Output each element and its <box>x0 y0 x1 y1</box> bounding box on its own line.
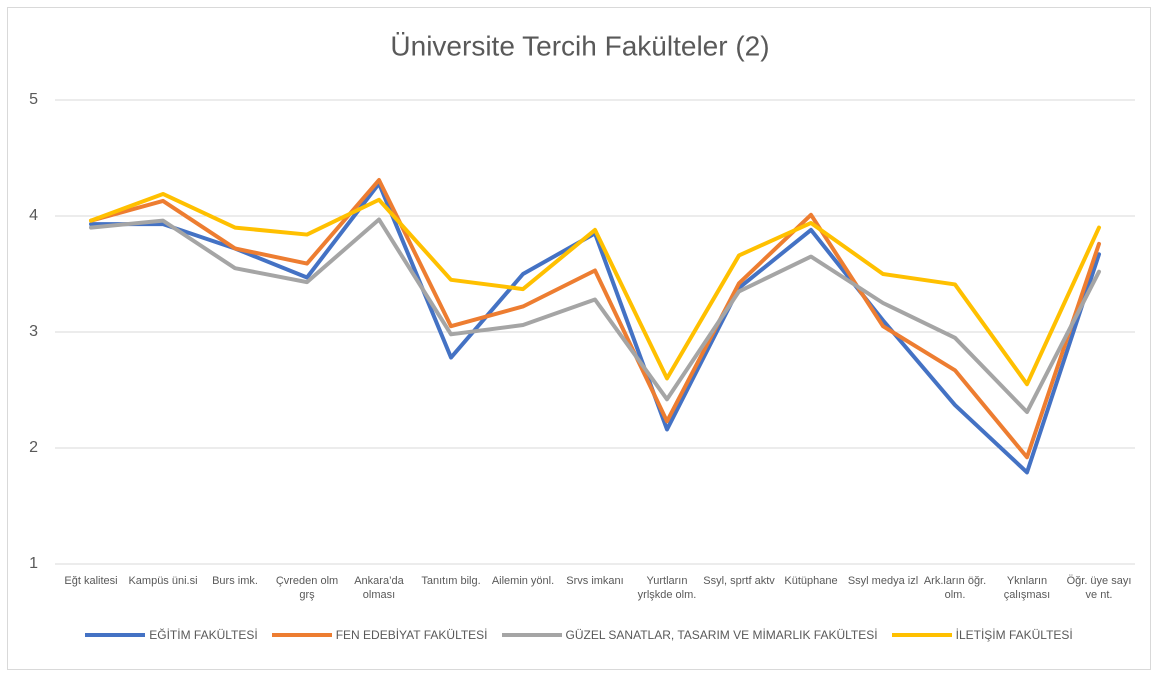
legend-item: İLETİŞİM FAKÜLTESİ <box>891 628 1073 642</box>
legend-swatch <box>85 633 146 637</box>
legend-swatch <box>271 633 332 637</box>
x-tick-label: Çvreden olm grş <box>275 575 339 601</box>
x-tick-label: Kütüphane <box>784 575 838 587</box>
x-tick-label: Ailemin yönl. <box>491 575 555 587</box>
y-tick-label: 3 <box>29 323 38 340</box>
legend-label: GÜZEL SANATLAR, TASARIM VE MİMARLIK FAKÜ… <box>565 628 878 642</box>
legend-swatch <box>891 633 952 637</box>
series-line <box>89 191 1101 387</box>
legend-item: GÜZEL SANATLAR, TASARIM VE MİMARLIK FAKÜ… <box>501 628 878 642</box>
x-tick-label: Ssyl, sprtf aktv <box>703 575 775 587</box>
legend: EĞİTİM FAKÜLTESİ FEN EDEBİYAT FAKÜLTESİ GÜ… <box>0 628 1158 642</box>
x-tick-label: Ankara’da olması <box>354 575 404 601</box>
legend-label: İLETİŞİM FAKÜLTESİ <box>955 628 1073 642</box>
y-tick-label: 4 <box>29 207 38 224</box>
y-tick-label: 1 <box>29 555 38 572</box>
y-tick-label: 2 <box>29 439 38 456</box>
chart-border <box>7 7 1151 670</box>
x-tick-label: Yurtların yrlşkde olm. <box>637 575 697 601</box>
legend-item: EĞİTİM FAKÜLTESİ <box>85 628 258 642</box>
series-line <box>89 178 1101 460</box>
x-tick-label: Ark.ların öğr. olm. <box>923 575 987 601</box>
legend-label: FEN EDEBİYAT FAKÜLTESİ <box>335 628 488 642</box>
x-tick-label: Eğt kalitesi <box>64 575 118 587</box>
x-tick-label: Kampüs üni.si <box>128 575 198 587</box>
x-tick-label: Tanıtım bilg. <box>421 575 481 587</box>
x-tick-label: Öğr. üye sayı ve nt. <box>1066 575 1132 601</box>
series-line <box>89 217 1101 415</box>
x-tick-label: Burs imk. <box>212 575 258 587</box>
legend-swatch <box>501 633 562 637</box>
x-tick-label: Srvs imkanı <box>566 575 624 587</box>
legend-label: EĞİTİM FAKÜLTESİ <box>149 628 258 642</box>
x-tick-label: Ssyl medya izl <box>847 575 919 587</box>
x-tick-label: Yknların çalışması <box>1003 575 1051 601</box>
legend-item: FEN EDEBİYAT FAKÜLTESİ <box>271 628 488 642</box>
y-tick-label: 5 <box>29 91 38 108</box>
chart-title: Üniversite Tercih Fakülteler (2) <box>390 30 769 61</box>
